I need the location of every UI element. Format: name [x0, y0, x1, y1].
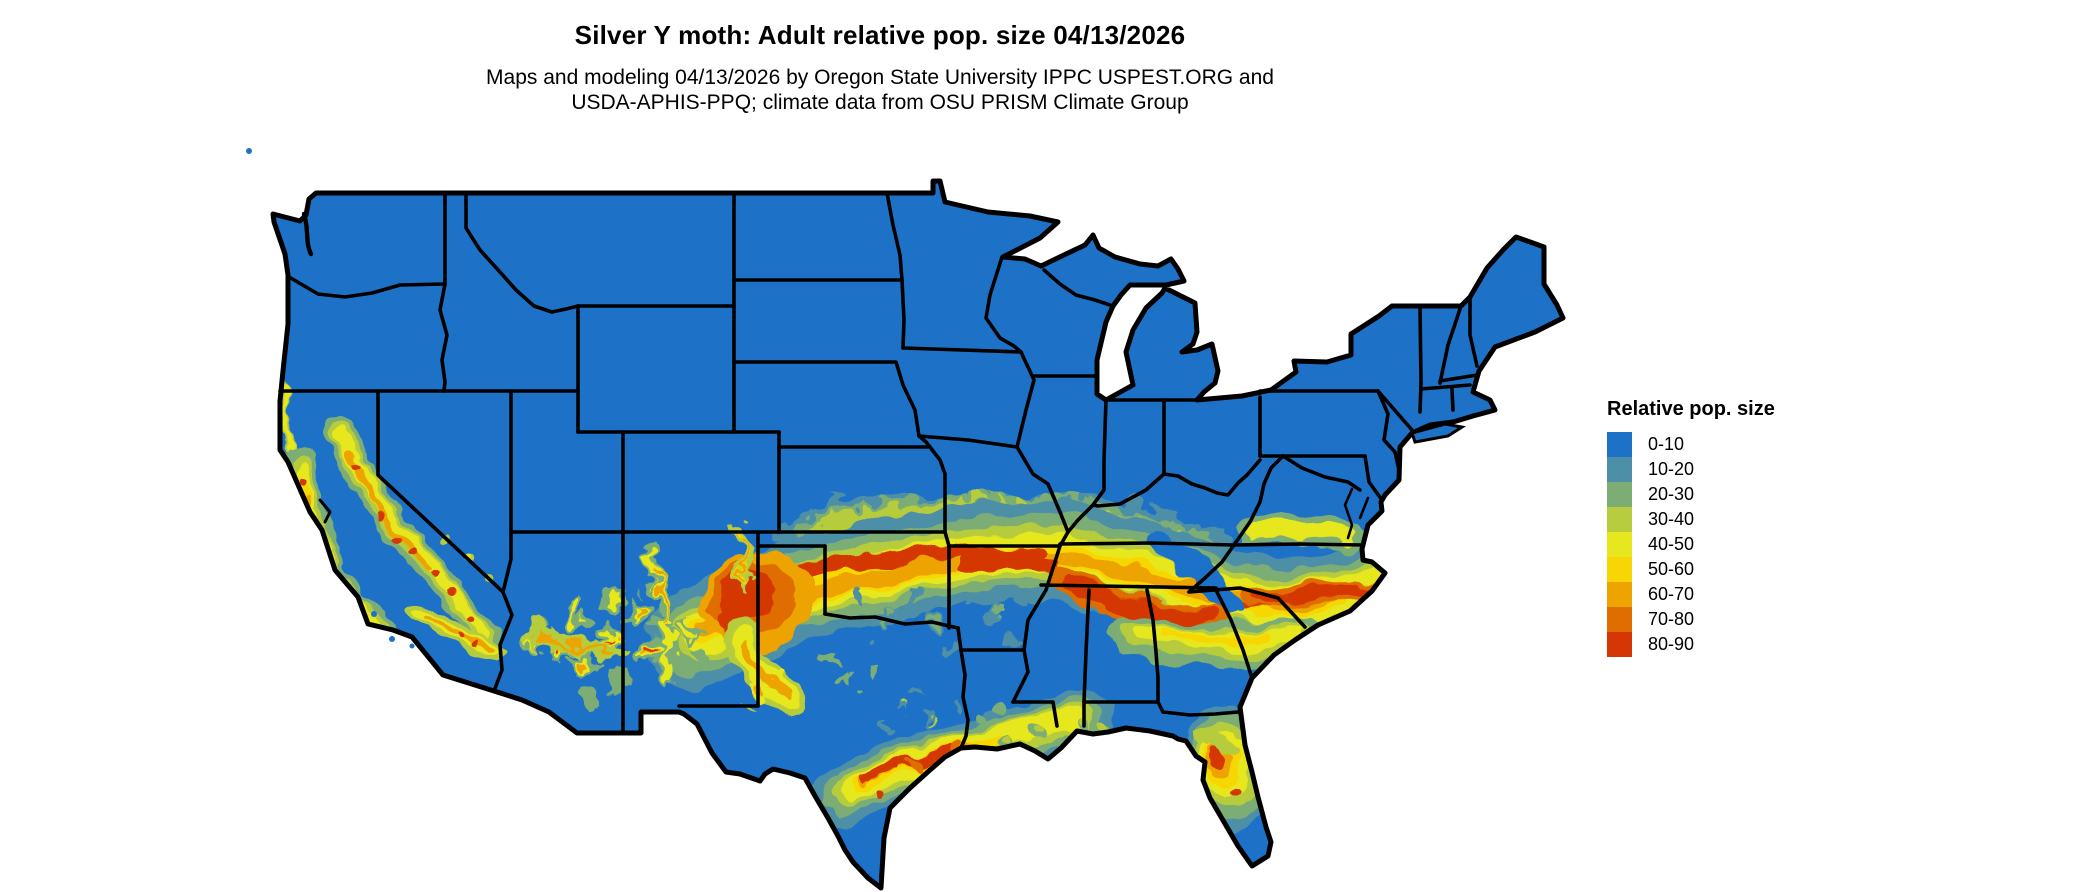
legend-item: 40-50	[1607, 532, 1775, 557]
subtitle-line-2: USDA-APHIS-PPQ; climate data from OSU PR…	[571, 91, 1189, 114]
heat-florida	[1180, 708, 1272, 832]
legend-title: Relative pop. size	[1607, 398, 1775, 420]
legend-label: 80-90	[1648, 634, 1695, 654]
legend-label: 0-10	[1648, 434, 1685, 454]
long-island	[1410, 422, 1467, 444]
subtitle-line-1: Maps and modeling 04/13/2026 by Oregon S…	[486, 66, 1274, 89]
heat-gulf-band	[811, 691, 1135, 827]
legend-swatch	[1607, 607, 1632, 632]
legend-swatch	[1607, 482, 1632, 507]
legend-swatch	[1607, 582, 1632, 607]
offshore-islands	[246, 148, 1467, 649]
map-legend: Relative pop. size 0-10 10-20 20-30 30-40 40…	[1607, 398, 1775, 657]
legend-label: 60-70	[1648, 584, 1695, 604]
header: Silver Y moth: Adult relative pop. size …	[0, 0, 1760, 115]
legend-item: 80-90	[1607, 632, 1775, 657]
heat-florida-keys	[1219, 868, 1252, 878]
legend-item: 60-70	[1607, 582, 1775, 607]
heat-central-band	[645, 500, 1472, 717]
page-subtitle: Maps and modeling 04/13/2026 by Oregon S…	[0, 65, 1760, 115]
state-borders	[278, 191, 1479, 750]
legend-label: 30-40	[1648, 509, 1695, 529]
legend-item: 10-20	[1607, 457, 1775, 482]
legend-label: 70-80	[1648, 609, 1695, 629]
legend-swatch	[1607, 532, 1632, 557]
legend-label: 20-30	[1648, 484, 1695, 504]
legend-swatch	[1607, 632, 1632, 657]
legend-item: 20-30	[1607, 482, 1775, 507]
legend-swatch	[1607, 507, 1632, 532]
legend-item: 30-40	[1607, 507, 1775, 532]
legend-item: 50-60	[1607, 557, 1775, 582]
legend-label: 10-20	[1648, 459, 1695, 479]
legend-items: 0-10 10-20 20-30 30-40 40-50 50-60 60-70 70-80 8…	[1607, 432, 1775, 657]
legend-swatch	[1607, 557, 1632, 582]
legend-swatch	[1607, 432, 1632, 457]
legend-label: 40-50	[1648, 534, 1695, 554]
heat-southwest-scatter	[522, 528, 784, 710]
legend-swatch	[1607, 457, 1632, 482]
legend-item: 70-80	[1607, 607, 1775, 632]
legend-item: 0-10	[1607, 432, 1775, 457]
page-title: Silver Y moth: Adult relative pop. size …	[574, 20, 1186, 50]
legend-label: 50-60	[1648, 559, 1695, 579]
